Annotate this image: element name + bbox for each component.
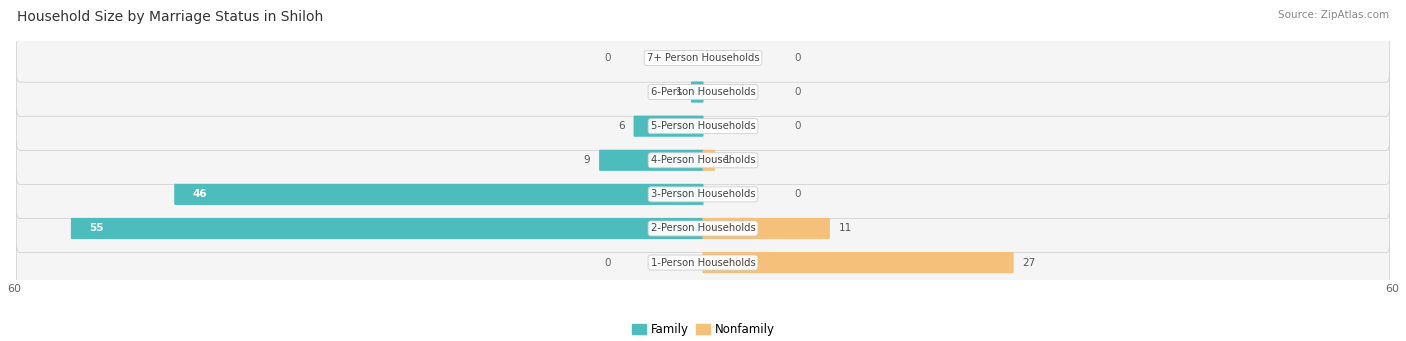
Legend: Family, Nonfamily: Family, Nonfamily: [627, 318, 779, 341]
FancyBboxPatch shape: [17, 68, 1389, 116]
Text: 6: 6: [619, 121, 624, 131]
FancyBboxPatch shape: [599, 150, 703, 171]
Text: 5-Person Households: 5-Person Households: [651, 121, 755, 131]
FancyBboxPatch shape: [17, 170, 1389, 219]
FancyBboxPatch shape: [17, 238, 1389, 287]
Text: 11: 11: [838, 223, 852, 234]
FancyBboxPatch shape: [174, 184, 703, 205]
FancyBboxPatch shape: [703, 218, 830, 239]
Text: 0: 0: [794, 87, 801, 97]
Text: 0: 0: [794, 189, 801, 199]
Text: 55: 55: [89, 223, 103, 234]
FancyBboxPatch shape: [17, 34, 1389, 82]
Text: 7+ Person Households: 7+ Person Households: [647, 53, 759, 63]
FancyBboxPatch shape: [17, 204, 1389, 253]
Text: Source: ZipAtlas.com: Source: ZipAtlas.com: [1278, 10, 1389, 20]
FancyBboxPatch shape: [703, 150, 716, 171]
FancyBboxPatch shape: [17, 136, 1389, 184]
Text: 0: 0: [605, 257, 612, 268]
FancyBboxPatch shape: [690, 81, 703, 103]
Text: Household Size by Marriage Status in Shiloh: Household Size by Marriage Status in Shi…: [17, 10, 323, 24]
Text: 27: 27: [1022, 257, 1035, 268]
Text: 46: 46: [193, 189, 207, 199]
Text: 1: 1: [724, 155, 730, 165]
Text: 9: 9: [583, 155, 591, 165]
Text: 0: 0: [605, 53, 612, 63]
FancyBboxPatch shape: [17, 102, 1389, 150]
FancyBboxPatch shape: [634, 116, 703, 137]
Text: 6-Person Households: 6-Person Households: [651, 87, 755, 97]
Text: 4-Person Households: 4-Person Households: [651, 155, 755, 165]
FancyBboxPatch shape: [703, 252, 1014, 273]
Text: 0: 0: [794, 53, 801, 63]
Text: 3-Person Households: 3-Person Households: [651, 189, 755, 199]
Text: 0: 0: [794, 121, 801, 131]
Text: 2-Person Households: 2-Person Households: [651, 223, 755, 234]
Text: 1: 1: [676, 87, 682, 97]
Text: 1-Person Households: 1-Person Households: [651, 257, 755, 268]
FancyBboxPatch shape: [70, 218, 703, 239]
